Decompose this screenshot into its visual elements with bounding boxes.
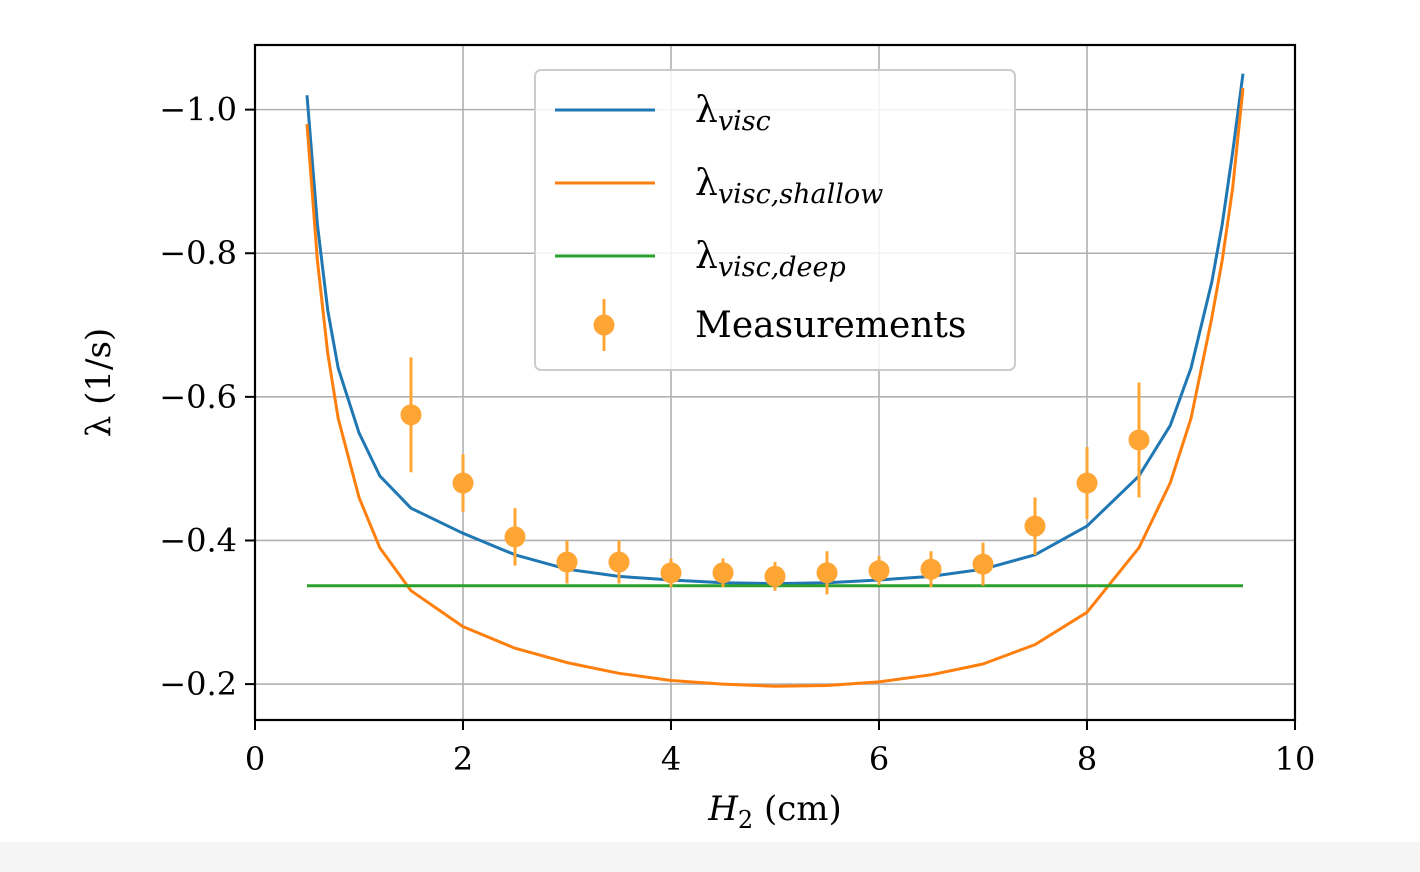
legend-label: λvisc: [695, 90, 771, 137]
measurement-point: [400, 404, 422, 426]
axis-ticks: 0 2 4 6 8 10 −1.0 −0.8 −0.6 −0.4 −0.2: [159, 91, 1315, 778]
measurement-point: [1076, 472, 1098, 494]
measurement-point: [452, 472, 474, 494]
measurement-point: [972, 553, 994, 575]
axis-labels: H2 (cm)λ (1/s): [79, 328, 842, 834]
legend-marker: [593, 314, 615, 336]
y-axis-label: λ (1/s): [79, 328, 119, 437]
legend-box: [534, 69, 1016, 371]
bottom-bar: [0, 842, 1420, 872]
legend-label: λvisc,shallow: [695, 163, 883, 210]
legend-label-main: λ: [695, 163, 718, 204]
x-axis-label-main: H: [707, 789, 739, 829]
measurement-point: [868, 560, 890, 582]
legend-label-main: λ: [695, 90, 718, 131]
x-tick-label: 2: [453, 740, 473, 778]
y-tick-label: −1.0: [159, 91, 237, 129]
legend-label-main: Measurements: [695, 305, 966, 346]
measurement-point: [504, 526, 526, 548]
legend-label: Measurements: [695, 305, 966, 346]
x-tick-label: 4: [661, 740, 681, 778]
x-axis-label: H2 (cm): [707, 789, 842, 834]
x-tick-label: 8: [1077, 740, 1097, 778]
y-tick-label: −0.2: [159, 665, 237, 703]
x-tick-label: 6: [869, 740, 889, 778]
series-layer: [305, 73, 1245, 688]
x-axis-label-sub: 2: [738, 806, 753, 834]
legend-label-sub: visc,shallow: [718, 179, 883, 210]
y-tick-label: −0.8: [159, 234, 237, 272]
legend-label-sub: visc,deep: [718, 252, 846, 283]
y-tick-label: −0.4: [159, 521, 237, 559]
legend-label-main: λ: [695, 236, 718, 277]
plot-frame: [253, 43, 1297, 722]
legend-label-sub: visc: [718, 106, 771, 137]
measurement-point: [660, 562, 682, 584]
measurement-point: [1024, 515, 1046, 537]
measurement-point: [764, 565, 786, 587]
measurement-point: [608, 551, 630, 573]
legend-label: λvisc,deep: [695, 236, 846, 283]
measurement-point: [556, 551, 578, 573]
measurement-point: [816, 562, 838, 584]
series-line: [305, 87, 1245, 688]
y-tick-label: −0.6: [159, 378, 237, 416]
measurement-point: [920, 558, 942, 580]
x-tick-label: 0: [245, 740, 265, 778]
x-axis-label-rest: (cm): [753, 789, 842, 829]
measurement-point: [1128, 429, 1150, 451]
measurement-point: [712, 562, 734, 584]
x-tick-label: 10: [1275, 740, 1316, 778]
